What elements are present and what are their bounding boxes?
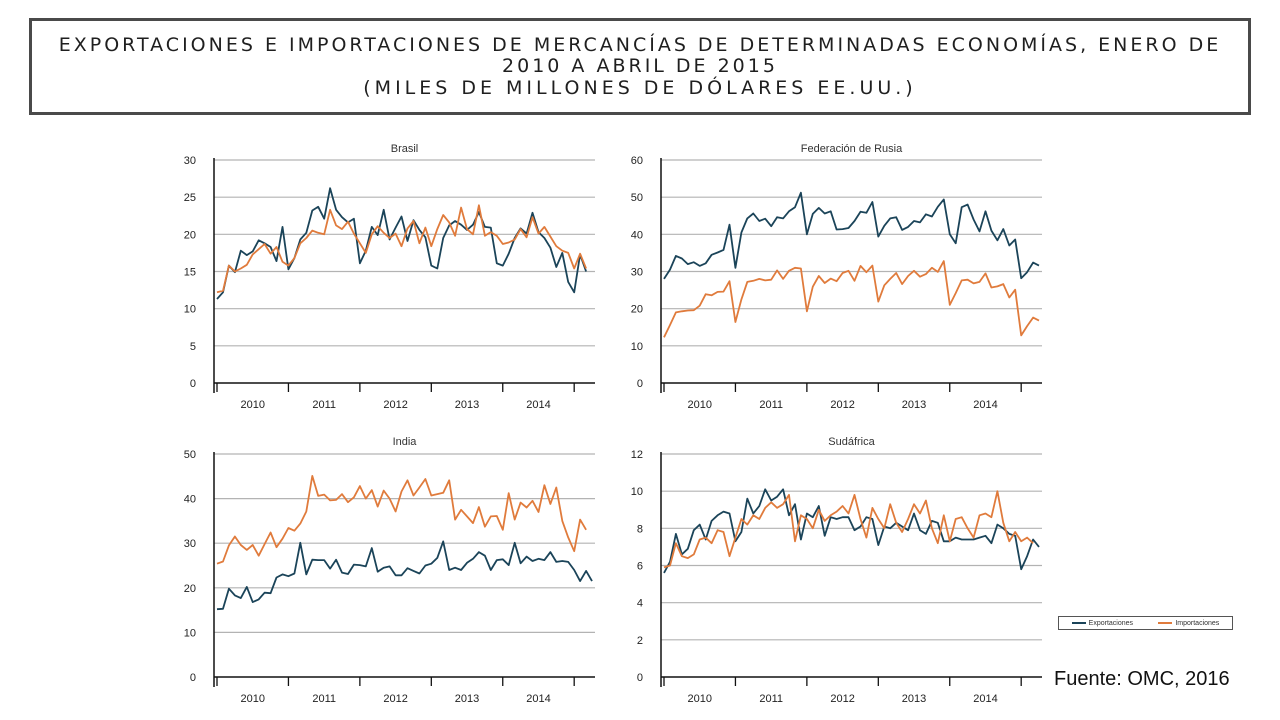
x-tick-label: 2014 xyxy=(973,693,997,705)
chart-title: Sudáfrica xyxy=(828,436,875,448)
y-tick-label: 30 xyxy=(631,267,643,279)
y-tick-label: 60 xyxy=(631,155,643,167)
y-tick-label: 0 xyxy=(190,378,196,390)
x-tick-label: 2011 xyxy=(759,693,783,705)
x-tick-label: 2013 xyxy=(455,693,479,705)
x-tick-label: 2013 xyxy=(902,693,926,705)
x-tick-label: 2012 xyxy=(830,693,854,705)
legend-label-exports: Exportaciones xyxy=(1088,619,1134,627)
legend-item-imports: Importaciones xyxy=(1158,620,1219,627)
y-tick-label: 10 xyxy=(184,627,196,639)
y-tick-label: 15 xyxy=(184,267,196,279)
legend-swatch-exports xyxy=(1071,622,1086,624)
y-tick-label: 2 xyxy=(637,635,643,647)
x-tick-label: 2010 xyxy=(687,693,711,705)
page-subtitle: (MILES DE MILLONES DE DÓLARES EE.UU.) xyxy=(363,76,917,99)
y-tick-label: 5 xyxy=(190,341,196,353)
y-tick-label: 20 xyxy=(184,583,196,595)
x-tick-label: 2011 xyxy=(312,693,336,705)
x-tick-label: 2012 xyxy=(830,399,854,411)
series-line-imports xyxy=(663,490,1034,569)
chart-title: Brasil xyxy=(391,143,419,155)
chart-title: India xyxy=(393,436,418,448)
series-line-exports xyxy=(663,488,1040,574)
y-tick-label: 0 xyxy=(637,672,643,684)
x-tick-label: 2011 xyxy=(312,399,336,411)
x-tick-label: 2010 xyxy=(240,693,264,705)
legend-label-imports: Importaciones xyxy=(1175,619,1220,627)
series-line-imports xyxy=(663,260,1040,338)
x-tick-label: 2014 xyxy=(973,399,997,411)
y-tick-label: 6 xyxy=(637,561,643,573)
x-tick-label: 2011 xyxy=(759,399,783,411)
x-tick-label: 2012 xyxy=(383,693,407,705)
legend: Exportaciones Importaciones xyxy=(1058,616,1233,630)
y-tick-label: 4 xyxy=(637,598,643,610)
y-tick-label: 40 xyxy=(184,494,196,506)
x-tick-label: 2014 xyxy=(526,693,550,705)
chart-title: Federación de Rusia xyxy=(801,143,903,155)
y-tick-label: 30 xyxy=(184,538,196,550)
page-title: EXPORTACIONES E IMPORTACIONES DE MERCANC… xyxy=(58,33,1222,77)
x-tick-label: 2012 xyxy=(383,399,407,411)
x-tick-label: 2013 xyxy=(902,399,926,411)
y-tick-label: 20 xyxy=(631,304,643,316)
legend-item-exports: Exportaciones xyxy=(1071,619,1134,627)
source-note: Fuente: OMC, 2016 xyxy=(1054,668,1230,690)
y-tick-label: 0 xyxy=(190,672,196,684)
title-box: EXPORTACIONES E IMPORTACIONES DE MERCANC… xyxy=(29,18,1251,115)
series-line-imports xyxy=(216,474,587,565)
chart-panel-1: Brasil 0 5 10 15 20 25 30 2010 2011 2012 2013 2014 xyxy=(184,143,595,411)
y-tick-label: 20 xyxy=(184,229,196,241)
y-tick-label: 40 xyxy=(631,229,643,241)
y-tick-label: 30 xyxy=(184,155,196,167)
y-tick-label: 10 xyxy=(631,486,643,498)
y-tick-label: 0 xyxy=(637,378,643,390)
chart-panel-3: India 0 10 20 30 40 50 2010 2011 2012 2013 2014 xyxy=(184,436,595,705)
x-tick-label: 2014 xyxy=(526,399,550,411)
x-tick-label: 2010 xyxy=(240,399,264,411)
x-tick-label: 2010 xyxy=(687,399,711,411)
chart-panel-4: Sudáfrica 0 2 4 6 8 10 12 2010 2011 2012 2013 2014 xyxy=(631,436,1042,705)
chart-panel-2: Federación de Rusia 0 10 20 30 40 50 60 2010 2011… xyxy=(631,143,1042,411)
y-tick-label: 12 xyxy=(631,449,643,461)
y-tick-label: 50 xyxy=(631,192,643,204)
x-tick-label: 2013 xyxy=(455,399,479,411)
y-tick-label: 50 xyxy=(184,449,196,461)
y-tick-label: 10 xyxy=(631,341,643,353)
y-tick-label: 25 xyxy=(184,192,196,204)
series-line-exports xyxy=(663,191,1040,280)
series-line-exports xyxy=(216,540,593,611)
y-tick-label: 10 xyxy=(184,304,196,316)
legend-swatch-imports xyxy=(1158,622,1173,624)
y-tick-label: 8 xyxy=(637,523,643,535)
series-line-imports xyxy=(216,204,587,294)
